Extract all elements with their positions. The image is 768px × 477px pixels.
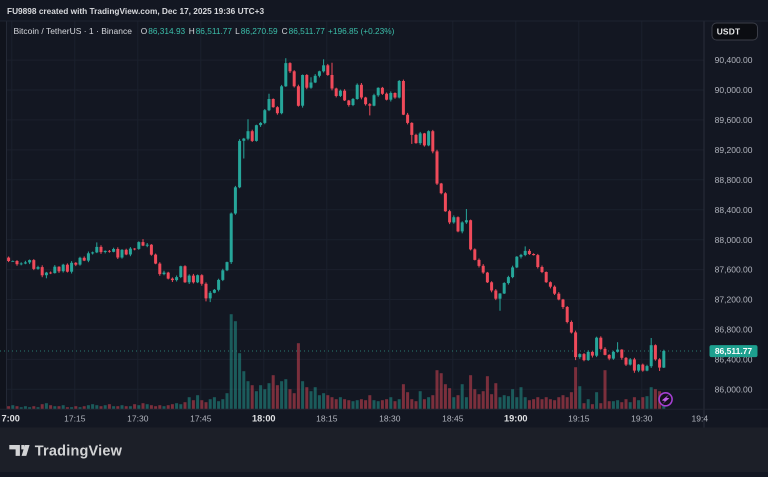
svg-text:86,800.00: 86,800.00 — [715, 325, 753, 335]
svg-text:19:4: 19:4 — [692, 413, 709, 423]
svg-text:87,600.00: 87,600.00 — [715, 265, 753, 275]
svg-text:17:30: 17:30 — [127, 413, 149, 423]
svg-text:H86,511.77: H86,511.77 — [189, 26, 233, 36]
svg-text:19:00: 19:00 — [504, 413, 528, 423]
svg-text:17:15: 17:15 — [64, 413, 86, 423]
svg-text:C86,511.77: C86,511.77 — [282, 26, 326, 36]
svg-text:7:00: 7:00 — [2, 413, 20, 423]
svg-text:FU9898 created with TradingVie: FU9898 created with TradingView.com, Dec… — [7, 6, 264, 16]
svg-text:18:00: 18:00 — [252, 413, 276, 423]
svg-text:86,000.00: 86,000.00 — [715, 384, 753, 394]
svg-text:87,200.00: 87,200.00 — [715, 295, 753, 305]
svg-text:19:30: 19:30 — [631, 413, 653, 423]
svg-text:90,400.00: 90,400.00 — [715, 55, 753, 65]
svg-text:88,800.00: 88,800.00 — [715, 175, 753, 185]
svg-text:89,200.00: 89,200.00 — [715, 145, 753, 155]
svg-text:86,511.77: 86,511.77 — [715, 346, 753, 356]
svg-text:88,400.00: 88,400.00 — [715, 205, 753, 215]
svg-text:O86,314.93: O86,314.93 — [141, 26, 186, 36]
svg-text:+196.85 (+0.23%): +196.85 (+0.23%) — [328, 26, 395, 36]
svg-text:18:45: 18:45 — [442, 413, 464, 423]
svg-text:17:45: 17:45 — [190, 413, 212, 423]
svg-text:88,000.00: 88,000.00 — [715, 235, 753, 245]
svg-text:L86,270.59: L86,270.59 — [235, 26, 278, 36]
svg-text:18:30: 18:30 — [379, 413, 401, 423]
svg-text:19:15: 19:15 — [568, 413, 590, 423]
svg-text:Bitcoin / TetherUS · 1 · Binan: Bitcoin / TetherUS · 1 · Binance — [14, 26, 133, 36]
svg-text:18:15: 18:15 — [316, 413, 338, 423]
svg-text:90,000.00: 90,000.00 — [715, 85, 753, 95]
svg-text:TradingView: TradingView — [35, 443, 123, 459]
svg-text:USDT: USDT — [717, 27, 741, 37]
svg-text:89,600.00: 89,600.00 — [715, 115, 753, 125]
